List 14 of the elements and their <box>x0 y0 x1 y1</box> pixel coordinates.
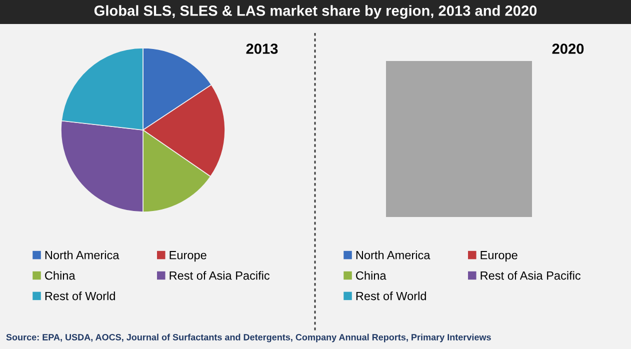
category-label: North America <box>356 250 430 260</box>
source-note: Source: EPA, USDA, AOCS, Journal of Surfactants and Detergents, Company Annual Reports, Primary Interviews <box>6 334 491 342</box>
legend-label: Rest of World <box>45 292 115 300</box>
legend-label: Rest of Asia Pacific <box>170 271 270 280</box>
legend-label: Europe <box>170 251 206 262</box>
legend-label: China <box>45 271 76 280</box>
category-label: Rest of World <box>356 292 426 300</box>
chart-subtitle: 2013 <box>246 44 278 54</box>
category-label: China <box>356 271 386 280</box>
category-label: Europe <box>480 251 518 262</box>
category-label: Rest of Asia Pacific <box>480 271 581 280</box>
legend-label: North America <box>45 250 120 260</box>
text: Global SLS, SLES & LAS market share by region, 2013 and 2020 <box>94 5 537 19</box>
text: 2020 <box>552 44 584 54</box>
